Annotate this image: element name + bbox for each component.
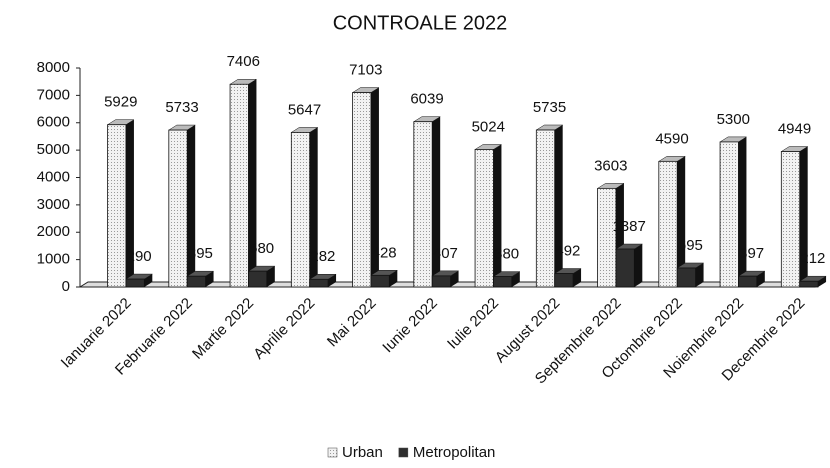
bar [676, 267, 696, 288]
y-tick-label: 6000 [37, 114, 70, 131]
data-label: 428 [372, 244, 397, 261]
bar [413, 121, 433, 288]
data-label: 7103 [349, 62, 382, 79]
bar [248, 270, 268, 288]
y-tick-label: 4000 [37, 168, 70, 185]
bar-side [144, 274, 153, 287]
y-tick-label: 0 [62, 278, 70, 295]
data-label: 5024 [472, 118, 505, 135]
y-tick-label: 8000 [37, 59, 70, 76]
data-label: 5733 [165, 99, 198, 116]
bar [186, 275, 206, 288]
bar [125, 278, 145, 288]
bar [107, 124, 127, 288]
data-label: 695 [678, 237, 703, 254]
bar-side [389, 270, 398, 287]
bar [597, 187, 617, 288]
bar-side [818, 276, 827, 287]
bar [738, 275, 758, 288]
data-label: 5300 [717, 111, 750, 128]
data-label: 4949 [778, 120, 811, 137]
data-label: 6039 [410, 91, 443, 108]
legend-swatch [327, 447, 338, 458]
data-label: 7406 [227, 53, 260, 70]
data-label: 492 [555, 243, 580, 260]
bar-side [248, 79, 257, 288]
data-label: 212 [800, 250, 825, 267]
bar-side [554, 125, 563, 288]
data-label: 5929 [104, 94, 137, 111]
bar [780, 151, 801, 288]
data-label: 580 [249, 240, 274, 257]
bar-side [695, 262, 704, 287]
bar-side [266, 266, 275, 287]
x-tick-label: Martie 2022 [189, 295, 257, 363]
bar-side [187, 125, 196, 287]
bar-side [634, 244, 643, 287]
bar [658, 160, 678, 288]
data-label: 290 [127, 248, 152, 265]
x-tick-label: Aprilie 2022 [250, 295, 318, 363]
bar [719, 141, 739, 288]
bar [290, 132, 311, 288]
data-label: 407 [433, 245, 458, 262]
bar [799, 280, 819, 288]
legend-swatch [398, 447, 409, 458]
bar-side [493, 144, 502, 287]
data-label: 380 [494, 246, 519, 263]
bar-side [738, 136, 747, 287]
chart-title: CONTROALE 2022 [333, 12, 508, 34]
x-tick-label: Iunie 2022 [379, 295, 441, 357]
y-tick-label: 5000 [37, 141, 70, 158]
legend-label: Urban [342, 444, 383, 461]
bar-side [370, 87, 379, 287]
data-label: 1387 [612, 218, 645, 235]
y-tick-label: 3000 [37, 196, 70, 213]
data-label: 5735 [533, 99, 566, 116]
bar-side [309, 127, 318, 287]
x-tick-label: Iulie 2022 [444, 295, 502, 353]
bar [554, 273, 574, 288]
y-tick-label: 7000 [37, 86, 70, 103]
bar [168, 129, 188, 288]
data-label: 397 [739, 245, 764, 262]
y-tick-label: 1000 [37, 251, 70, 268]
bar-side [328, 274, 337, 287]
bar [431, 275, 451, 288]
bar-side [799, 146, 808, 287]
data-label: 5647 [288, 101, 321, 118]
bar [352, 92, 372, 288]
data-label: 395 [188, 245, 213, 262]
bar [370, 274, 390, 288]
data-label: 4590 [655, 130, 688, 147]
bar [229, 83, 249, 288]
bar-side [432, 116, 441, 287]
x-tick-label: Mai 2022 [324, 295, 380, 351]
data-label: 282 [310, 248, 335, 265]
bar [535, 129, 556, 288]
data-label: 3603 [594, 157, 627, 174]
bar [493, 276, 513, 288]
bar-side [125, 119, 134, 287]
y-tick-label: 2000 [37, 223, 70, 240]
legend-label: Metropolitan [413, 444, 496, 461]
bar-side [573, 268, 582, 287]
bar-side [677, 156, 686, 287]
bar [309, 278, 329, 288]
bar [474, 149, 494, 288]
bar [615, 248, 635, 288]
